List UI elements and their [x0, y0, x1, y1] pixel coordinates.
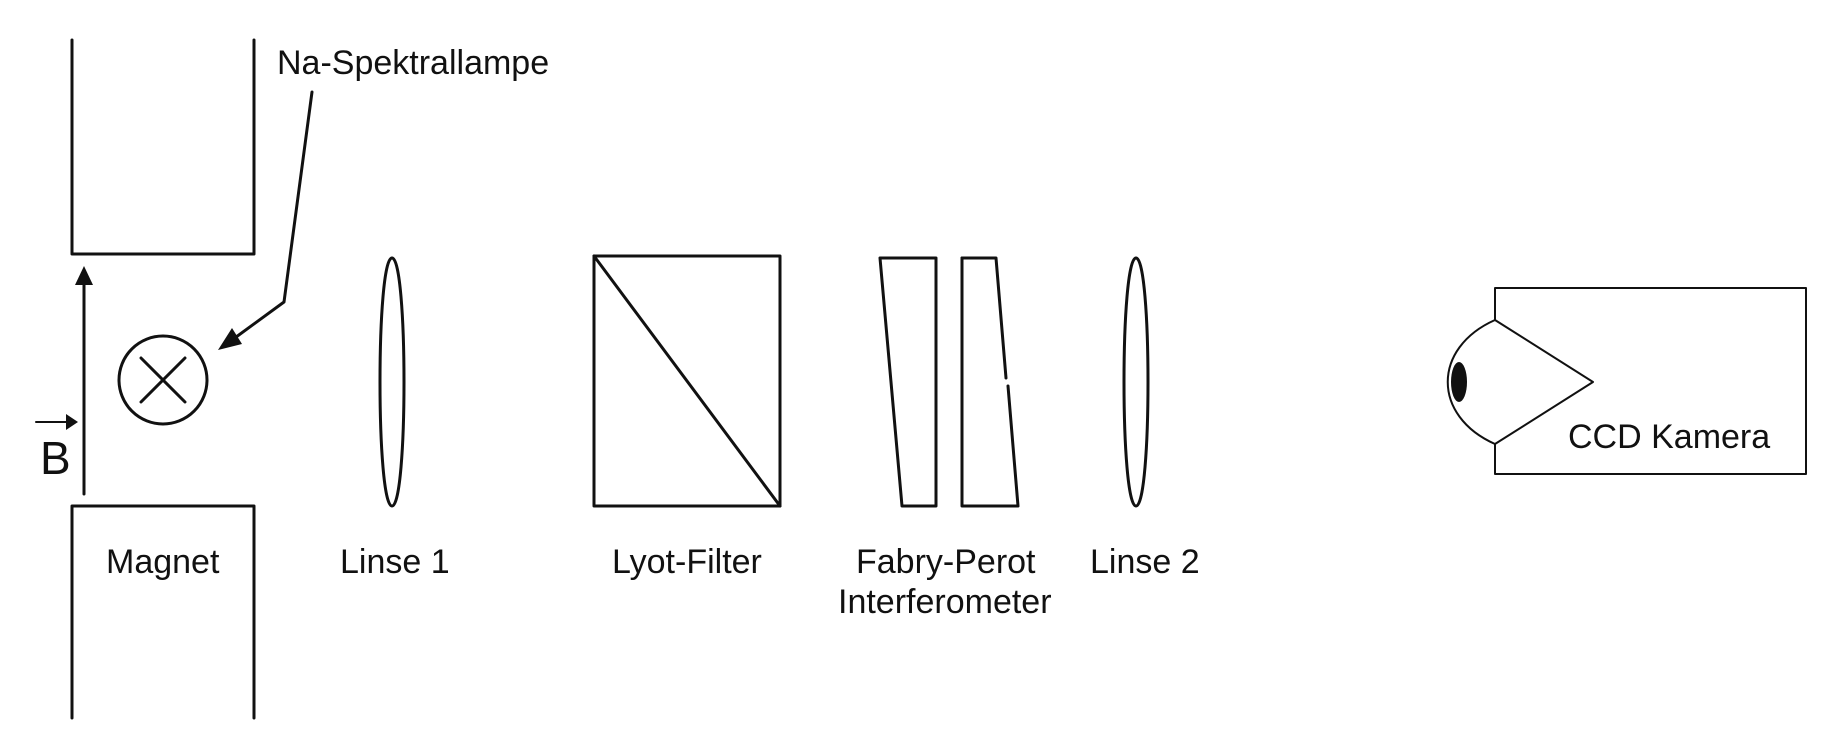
field-arrowhead: [75, 266, 93, 285]
lamp-pointer-arrow: [218, 90, 314, 350]
lens-2: [1122, 256, 1150, 508]
ccd-camera: [1446, 287, 1807, 475]
fp-plate-right-upper: [960, 256, 1008, 380]
eye-outline-icon: [1446, 319, 1496, 445]
eye-pupil-icon: [1451, 362, 1467, 402]
field-vector-symbol: B: [35, 414, 78, 484]
fp-plate-right-lower: [960, 256, 1020, 508]
lyot-filter-label: Lyot-Filter: [612, 543, 762, 581]
camera-label: CCD Kamera: [1568, 418, 1770, 456]
fabry-perot-label-line1: Fabry-Perot: [856, 543, 1036, 581]
magnet-upper-pole: [70, 38, 256, 256]
fabry-perot-label-line2: Interferometer: [838, 583, 1052, 621]
lamp-label: Na-Spektrallampe: [277, 44, 549, 82]
sodium-lamp-symbol: [117, 334, 209, 426]
lens-1: [378, 256, 406, 508]
fabry-perot-interferometer: [878, 256, 1020, 508]
lens-1-label: Linse 1: [340, 543, 450, 581]
magnet-lower-pole: [70, 504, 256, 720]
magnet-label: Magnet: [106, 543, 220, 581]
lens-2-label: Linse 2: [1090, 543, 1200, 581]
fp-plate-left: [878, 256, 938, 508]
field-symbol-label: B: [40, 432, 71, 484]
vector-arrow-icon: [66, 414, 78, 430]
lamp-pointer-arrowhead: [218, 328, 242, 350]
lyot-filter: [592, 254, 782, 508]
magnetic-field-arrow: [75, 266, 93, 496]
